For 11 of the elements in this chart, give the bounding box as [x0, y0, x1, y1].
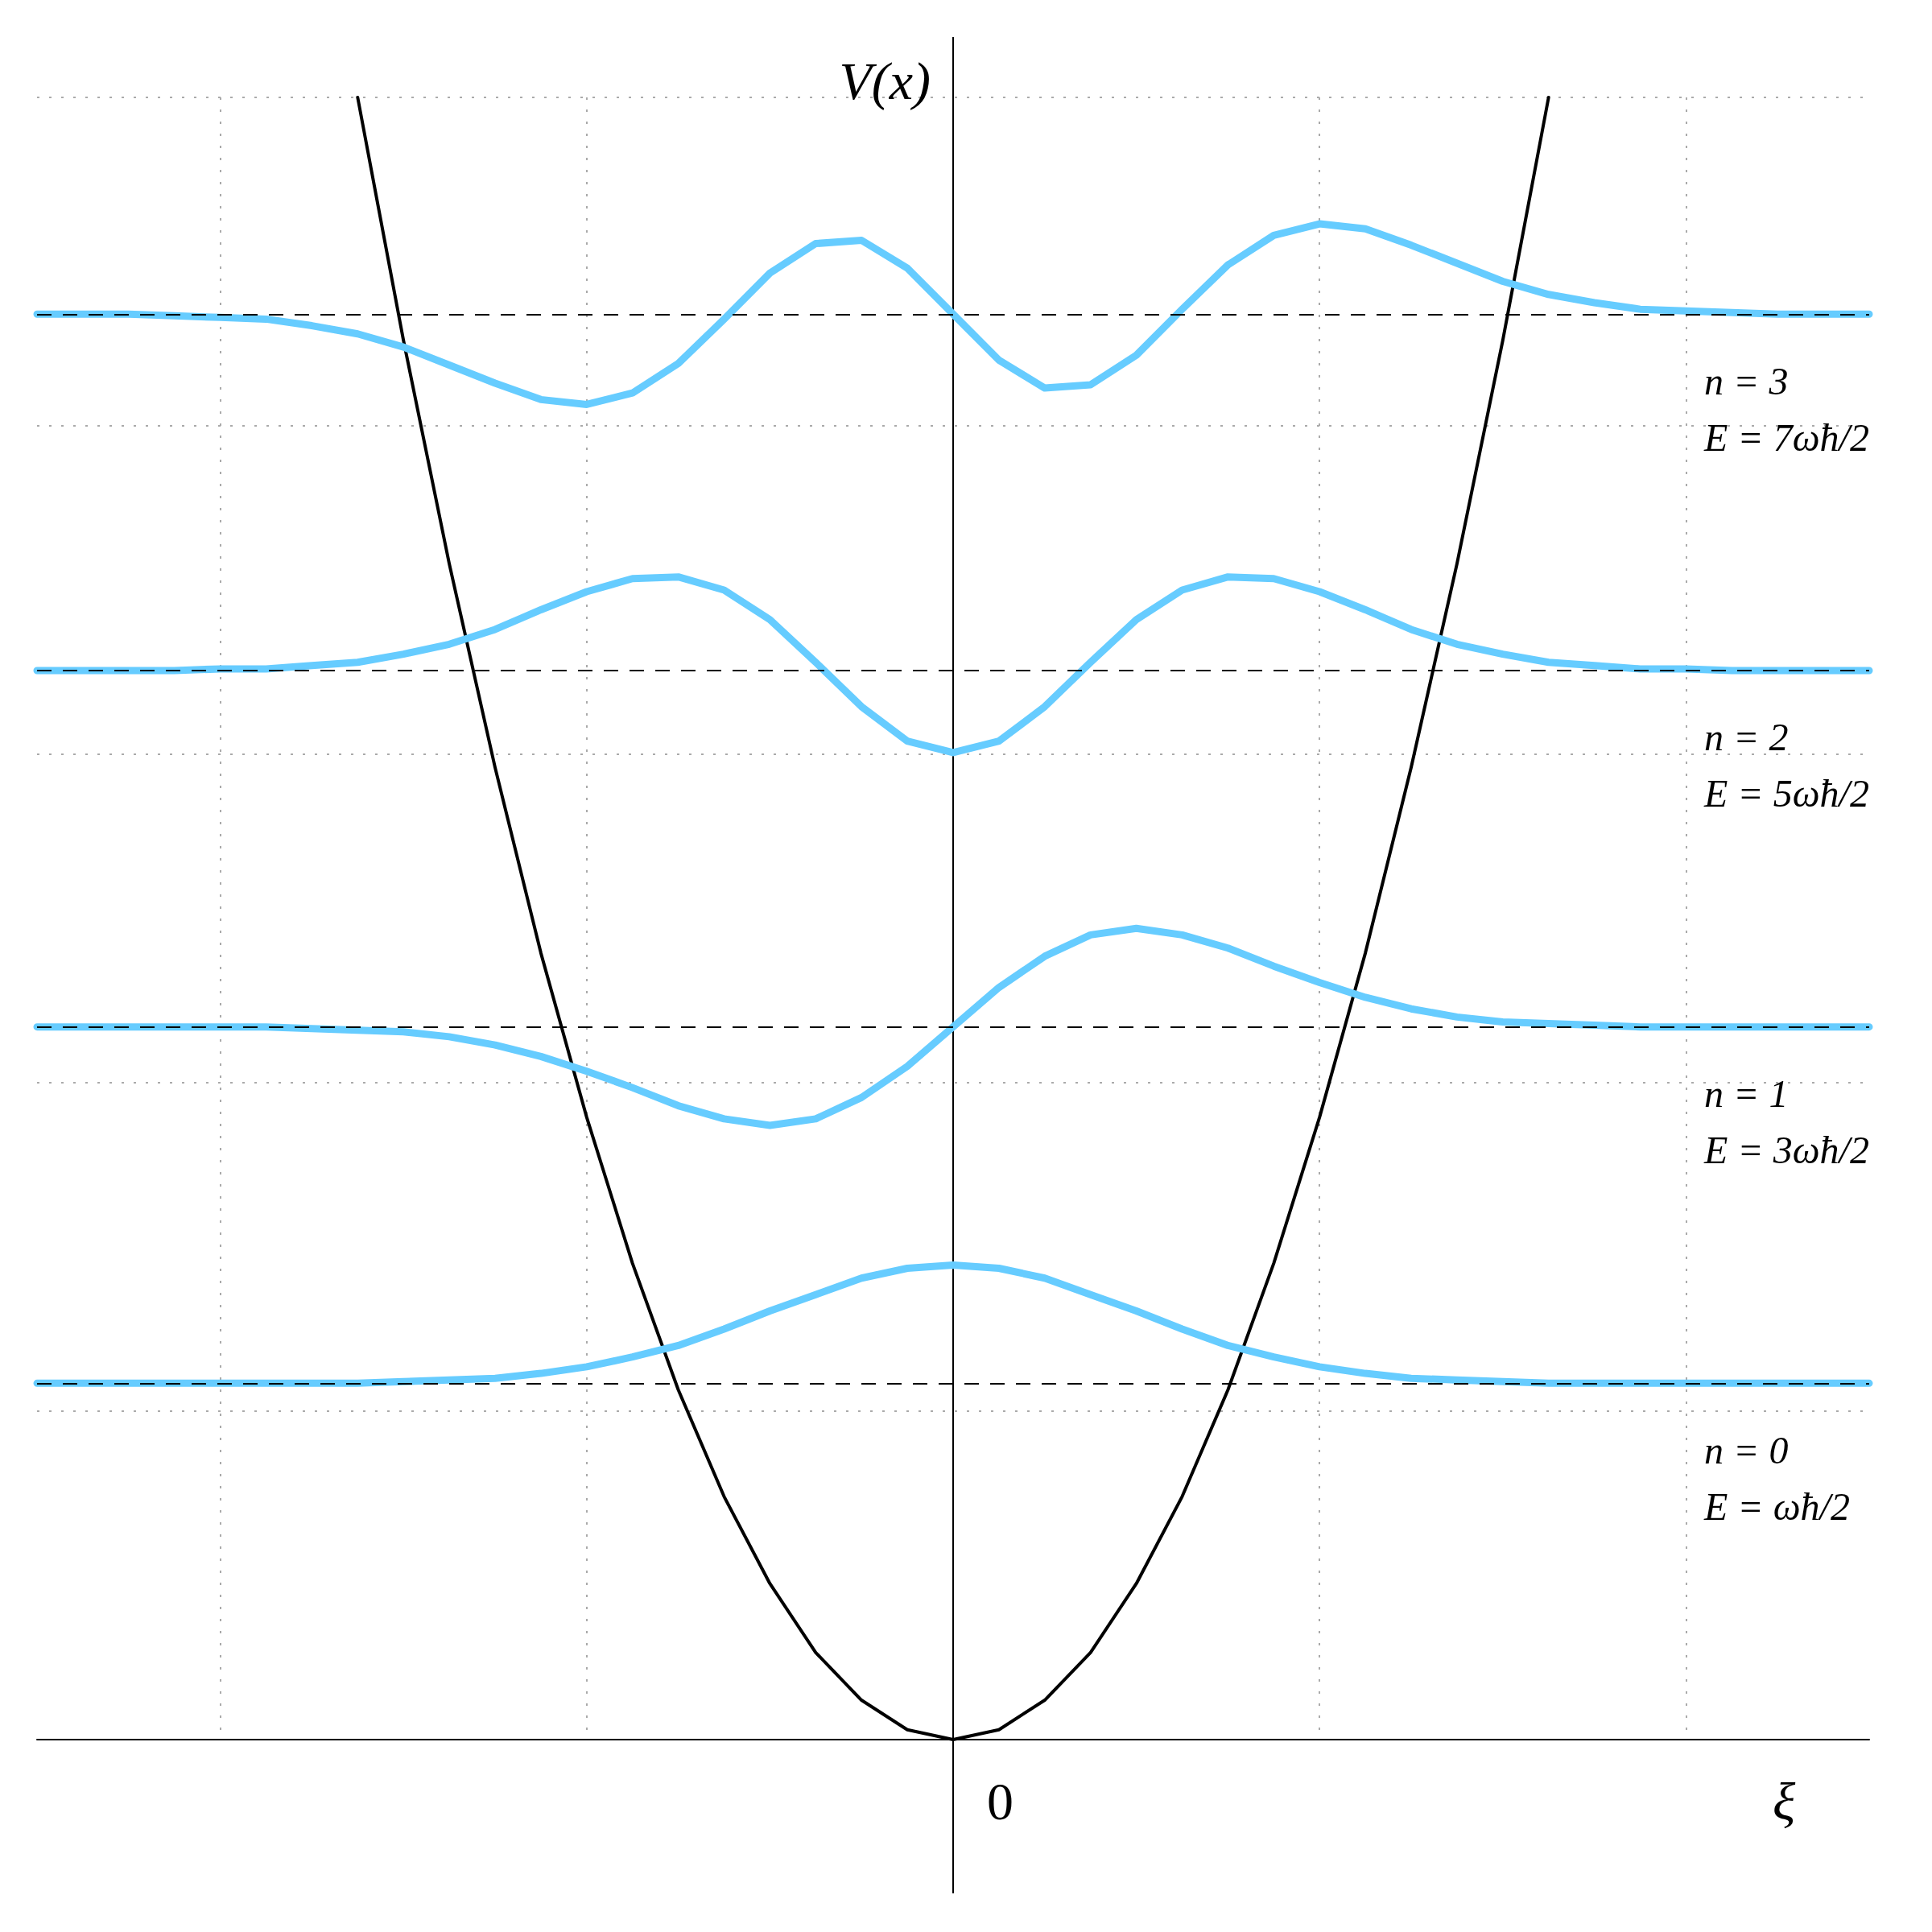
- text: 0: [987, 1771, 1013, 1831]
- y-axis-title: V(x): [839, 51, 931, 111]
- annotation: E = 3ωħ/2: [1703, 1129, 1869, 1172]
- annotation: E = 7ωħ/2: [1703, 415, 1869, 459]
- annotation: E = ωħ/2: [1703, 1484, 1850, 1528]
- annotation: n = 3: [1704, 359, 1789, 402]
- annotation: E = 5ωħ/2: [1703, 772, 1869, 815]
- annotation: n = 2: [1704, 716, 1789, 759]
- annotation: n = 0: [1704, 1428, 1789, 1472]
- x-axis-title: ξ: [1773, 1771, 1796, 1831]
- annotation: n = 1: [1704, 1072, 1789, 1116]
